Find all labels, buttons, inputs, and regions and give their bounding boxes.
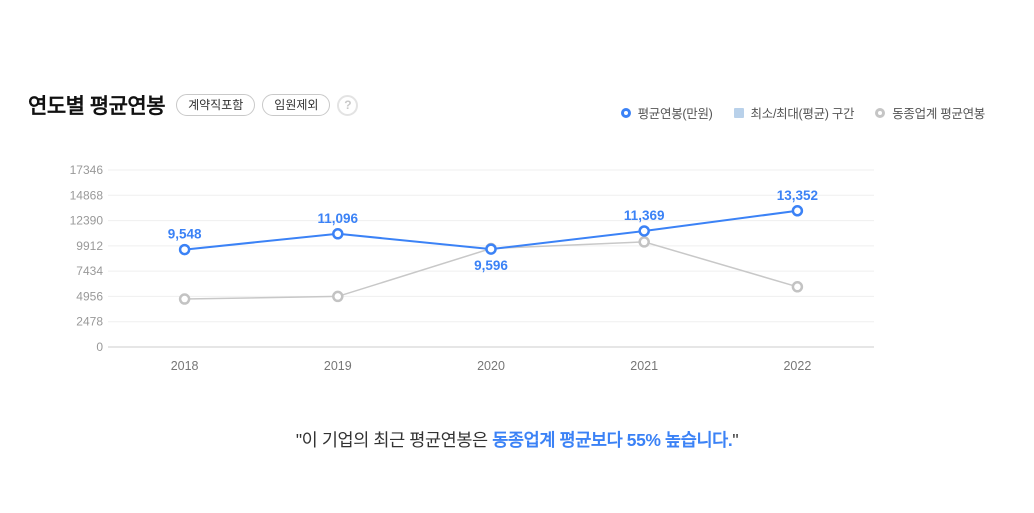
legend-item-industry-average[interactable]: 동종업계 평균연봉: [875, 103, 985, 122]
industry-average-point[interactable]: [638, 236, 650, 248]
salary-value-label: 9,596: [474, 258, 508, 273]
salary-value-label: 11,096: [318, 211, 359, 226]
summary-highlight: 동종업계 평균보다 55% 높습니다.: [492, 430, 733, 450]
x-axis-label: 2020: [477, 359, 505, 373]
y-tick-label: 7434: [76, 264, 103, 278]
y-tick-label: 14868: [70, 188, 104, 202]
legend-label: 평균연봉(만원): [637, 107, 713, 121]
header: 연도별 평균연봉 계약직포함 임원제외 ?: [28, 90, 359, 120]
y-tick-label: 9912: [76, 239, 103, 253]
average-salary-point[interactable]: [485, 243, 497, 255]
y-tick-label: 2478: [76, 315, 103, 329]
average-salary-point[interactable]: [791, 205, 804, 217]
y-tick-label: 0: [96, 340, 103, 354]
x-axis-label: 2019: [324, 359, 352, 373]
legend-item-min-max-range[interactable]: 최소/최대(평균) 구간: [733, 103, 855, 122]
industry-average-point[interactable]: [332, 290, 344, 303]
salary-value-label: 13,352: [777, 188, 818, 203]
legend-label: 최소/최대(평균) 구간: [750, 107, 855, 121]
page-title: 연도별 평균연봉: [28, 95, 166, 118]
y-tick-label: 12390: [70, 214, 104, 228]
industry-average-point[interactable]: [791, 281, 804, 293]
badge-executives-excluded: 임원제외: [262, 94, 331, 116]
badge-contract-included: 계약직포함: [176, 94, 256, 116]
summary-suffix: ": [732, 430, 739, 450]
legend-label: 동종업계 평균연봉: [892, 107, 985, 121]
lightblue-square-icon: [733, 107, 744, 118]
average-salary-point[interactable]: [638, 225, 650, 237]
industry-average-point[interactable]: [178, 293, 191, 305]
average-salary-point[interactable]: [332, 228, 344, 240]
x-axis-label: 2021: [630, 359, 658, 373]
salary-line-chart: 0 2478 4956 7434 9912 12390 14868 17346 2018 2019…: [70, 163, 874, 373]
blue-ring-icon: [620, 107, 631, 118]
salary-value-label: 9,548: [168, 227, 202, 242]
summary-sentence: "이 기업의 최근 평균연봉은 동종업계 평균보다 55% 높습니다.": [0, 427, 1034, 452]
help-icon[interactable]: ?: [337, 94, 359, 116]
legend-item-average-salary[interactable]: 평균연봉(만원): [620, 103, 713, 122]
y-tick-label: 17346: [70, 163, 104, 177]
y-tick-label: 4956: [76, 289, 103, 303]
chart-legend: 평균연봉(만원) 최소/최대(평균) 구간 동종업계 평균연봉: [620, 103, 985, 122]
x-axis-label: 2018: [171, 359, 199, 373]
gray-ring-icon: [875, 107, 886, 118]
salary-value-label: 11,369: [624, 208, 665, 223]
summary-prefix: "이 기업의 최근 평균연봉은: [295, 430, 493, 450]
x-axis-label: 2022: [783, 359, 811, 373]
average-salary-point[interactable]: [178, 243, 191, 256]
